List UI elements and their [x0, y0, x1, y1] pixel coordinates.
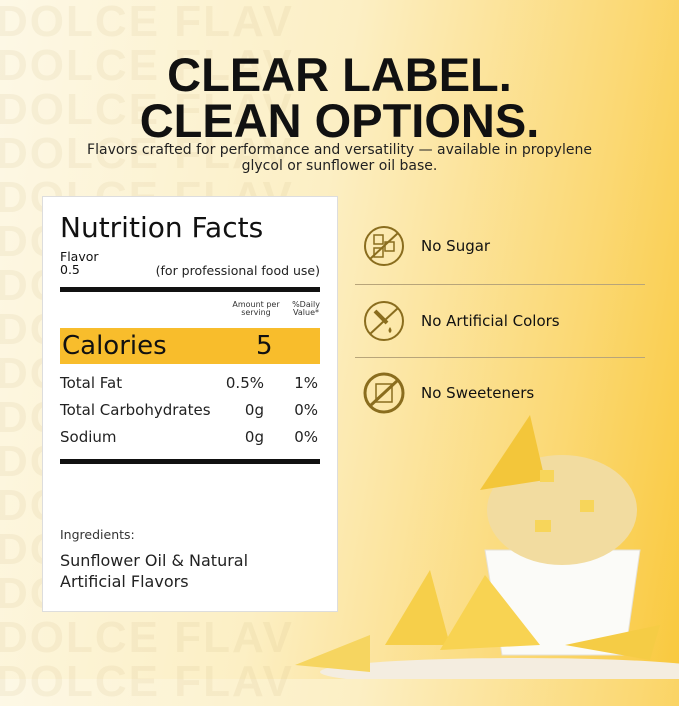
ice-cream-pineapple-image — [295, 415, 679, 679]
divider — [60, 287, 320, 292]
feature-label: No Artificial Colors — [421, 312, 560, 330]
divider — [60, 459, 320, 464]
feature-no-sugar: No Sugar — [355, 211, 645, 281]
ingredients-label: Ingredients: — [60, 527, 135, 542]
divider — [355, 284, 645, 285]
usage-note: (for professional food use) — [155, 263, 320, 278]
nutrient-row: Total Carbohydrates 0g 0% — [60, 401, 318, 419]
no-sugar-icon — [364, 226, 404, 266]
headline: CLEAR LABEL. CLEAN OPTIONS. — [139, 48, 540, 147]
feature-label: No Sweeteners — [421, 384, 535, 402]
feature-no-artificial-colors: No Artificial Colors — [355, 286, 645, 356]
nutrient-row: Total Fat 0.5% 1% — [60, 374, 318, 392]
feature-label: No Sugar — [421, 237, 491, 255]
no-sweeteners-icon — [363, 372, 405, 414]
no-artificial-colors-icon — [364, 301, 404, 341]
nutrient-row: Sodium 0g 0% — [60, 428, 318, 446]
feature-no-sweeteners: No Sweeteners — [355, 358, 645, 428]
product-info: Flavor 0.5 — [60, 249, 99, 277]
divider — [355, 357, 645, 358]
col-dv: %Daily Value* — [292, 300, 320, 317]
nutrition-label: Nutrition Facts Flavor 0.5 (for professio… — [42, 196, 338, 612]
label-title: Nutrition Facts — [60, 211, 264, 244]
ingredients-text: Sunflower Oil & Natural Artificial Flavo… — [60, 551, 249, 591]
col-amount: Amount per serving — [232, 300, 280, 317]
calories-row: Calories 5 — [60, 328, 320, 364]
subtitle: Flavors crafted for performance and vers… — [87, 142, 592, 174]
